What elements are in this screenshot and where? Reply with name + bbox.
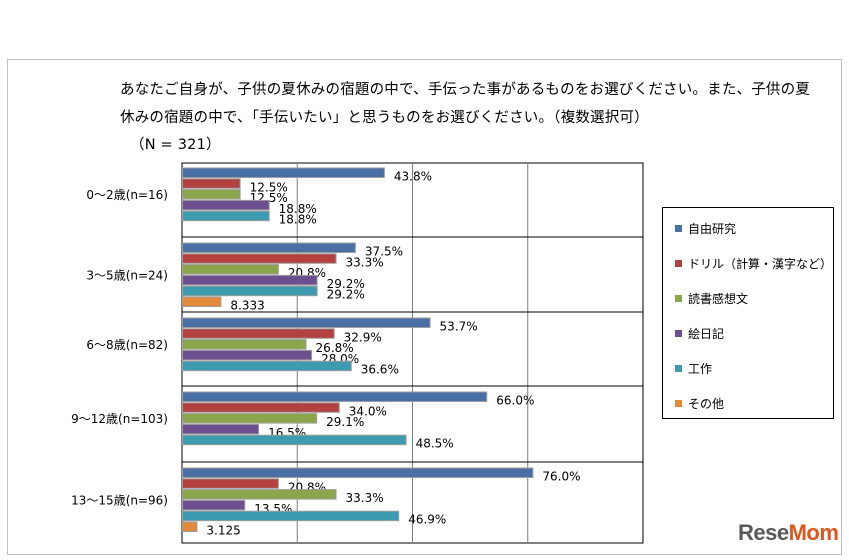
data-label: 32.9% [344, 330, 382, 344]
data-label: 33.3% [346, 491, 384, 505]
data-label: 18.8% [279, 213, 317, 227]
bar-3-4 [182, 499, 246, 511]
bar-5-1 [182, 296, 222, 307]
data-label: 18.8% [279, 202, 317, 216]
bar-4-0 [182, 210, 270, 222]
category-label: 3〜5歳(n=24) [86, 268, 168, 282]
bar-0-4 [182, 467, 534, 478]
legend-swatch [675, 330, 682, 337]
bar-0-2 [182, 317, 431, 328]
data-label: 29.2% [327, 277, 365, 291]
bar-4-4 [182, 510, 400, 522]
data-label: 3.125 [206, 524, 240, 538]
bar-2-4 [182, 489, 337, 500]
bar-1-4 [182, 478, 279, 489]
data-label: 43.8% [394, 170, 432, 184]
data-label: 76.0% [542, 470, 580, 484]
chart-frame [7, 59, 842, 555]
legend-item: 工作 [675, 360, 712, 377]
category-label: 0〜2歳(n=16) [86, 188, 168, 202]
data-label: 53.7% [440, 320, 478, 334]
resemom-logo: ReseMom [738, 520, 839, 546]
data-label: 66.0% [496, 394, 534, 408]
data-label: 33.3% [346, 255, 384, 269]
legend-swatch [675, 260, 682, 267]
bar-4-2 [182, 360, 352, 372]
legend-swatch [675, 295, 682, 302]
legend-label: 絵日記 [688, 327, 725, 341]
legend-item: 読書感想文 [675, 290, 748, 307]
logo-text-rese: Rese [738, 520, 789, 545]
data-label: 46.9% [408, 513, 446, 527]
legend-swatch [675, 365, 682, 372]
bar-0-3 [182, 391, 488, 402]
data-label: 29.1% [326, 415, 364, 429]
bar-3-1 [182, 274, 318, 286]
chart-title-line-2: 休みの宿題の中で、「手伝いたい」と思うものをお選びください。（複数選択可） [120, 110, 649, 126]
bar-3-3 [182, 423, 260, 435]
bar-4-1 [182, 285, 318, 297]
bar-4-3 [182, 434, 407, 446]
data-label: 48.5% [416, 437, 454, 451]
legend-label: 読書感想文 [688, 292, 749, 306]
bar-2-0 [182, 189, 241, 200]
chart-sample-size: （N = 321） [130, 137, 221, 153]
data-label: 37.5% [365, 245, 403, 259]
legend-item: ドリル（計算・漢字など） [675, 255, 832, 272]
category-label: 6〜8歳(n=82) [86, 338, 168, 352]
bar-1-1 [182, 253, 337, 264]
data-label: 8.333 [230, 299, 264, 313]
bar-3-2 [182, 349, 313, 361]
legend-swatch [675, 225, 682, 232]
category-label: 9〜12歳(n=103) [71, 412, 168, 426]
category-label: 13〜15歳(n=96) [71, 493, 168, 507]
data-label: 36.6% [361, 363, 399, 377]
legend-label: 工作 [688, 362, 713, 376]
bar-1-0 [182, 178, 241, 189]
bar-2-3 [182, 413, 318, 424]
bar-2-1 [182, 264, 279, 275]
legend-item: 絵日記 [675, 325, 724, 342]
bar-3-0 [182, 199, 270, 211]
legend-item: その他 [675, 395, 724, 412]
data-label: 34.0% [349, 404, 387, 418]
chart-title-line-1: あなたご自身が、子供の夏休みの宿題の中で、手伝った事があるものをお選びください。… [120, 82, 811, 98]
bar-0-0 [182, 167, 385, 178]
legend-label: その他 [688, 397, 725, 411]
legend-item: 自由研究 [675, 220, 736, 237]
data-label: 26.8% [316, 341, 354, 355]
bar-2-2 [182, 339, 307, 350]
data-label: 29.2% [327, 288, 365, 302]
logo-text-mom: Mom [788, 520, 839, 545]
bar-0-1 [182, 242, 356, 253]
data-label: 12.5% [250, 180, 288, 194]
chart-legend: 自由研究ドリル（計算・漢字など） 読書感想文絵日記工作その他 [662, 207, 834, 419]
legend-label: 自由研究 [688, 222, 737, 236]
bar-1-3 [182, 402, 340, 413]
legend-swatch [675, 400, 682, 407]
bar-5-4 [182, 521, 198, 532]
bar-1-2 [182, 328, 335, 339]
legend-label: ドリル（計算・漢字など） [688, 257, 833, 271]
